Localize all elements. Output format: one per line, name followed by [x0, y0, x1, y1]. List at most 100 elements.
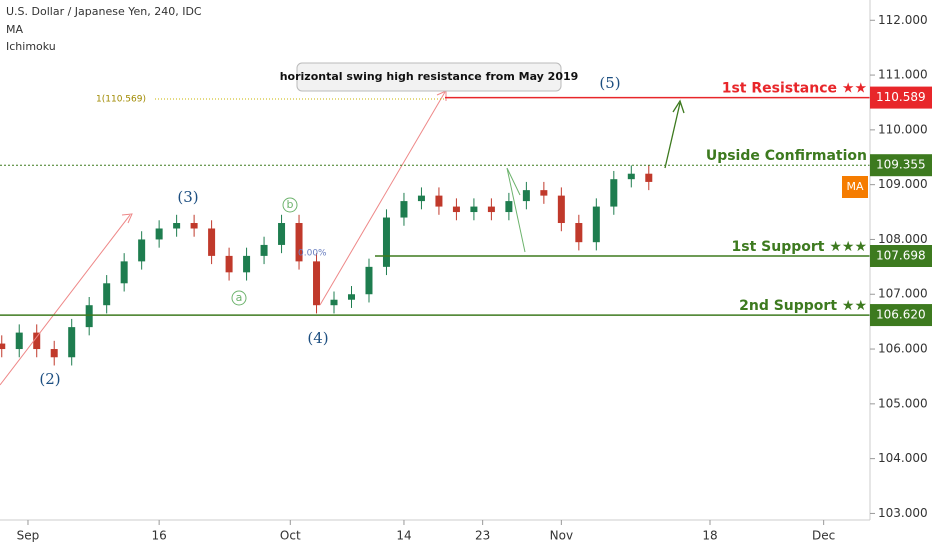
y-tick-label: 106.000	[878, 342, 928, 356]
candle-body	[557, 195, 565, 224]
candle-body	[278, 223, 286, 245]
candle-body	[330, 299, 338, 306]
wave-circle	[282, 197, 298, 213]
price-tag-label: 106.620	[876, 308, 926, 322]
candle-body	[15, 332, 23, 350]
y-tick-label: 107.000	[878, 287, 928, 301]
target-arrow	[664, 99, 685, 169]
candle-body	[173, 223, 181, 229]
ma-tag-label: MA	[846, 180, 863, 193]
price-tag	[870, 154, 932, 177]
x-tick-label: Nov	[550, 529, 573, 543]
candle	[575, 214, 583, 251]
candle	[138, 231, 146, 270]
candle	[470, 198, 478, 221]
y-tick-label: 109.000	[878, 177, 928, 191]
price-tag-label: 110.589	[876, 90, 926, 104]
candle	[190, 214, 198, 237]
candle-body	[627, 173, 635, 180]
candle	[103, 275, 111, 314]
candle-body	[645, 173, 653, 182]
candle	[610, 170, 618, 215]
level-name: Upside Confirmation	[706, 148, 867, 164]
candle	[522, 181, 530, 210]
grid-group	[0, 165, 653, 366]
candle-body	[120, 261, 128, 284]
candle-body	[452, 206, 460, 213]
y-tick-label: 111.000	[878, 68, 928, 82]
price-axis	[870, 0, 932, 550]
candle	[260, 236, 268, 265]
wave-label: b	[287, 198, 294, 211]
candle	[68, 318, 76, 366]
indicator: MA	[6, 23, 23, 36]
y-tick-label: 112.000	[878, 13, 928, 27]
price-tag-label: 109.355	[876, 158, 926, 172]
candle-body	[295, 223, 303, 262]
candle	[417, 187, 425, 210]
candle	[173, 214, 181, 237]
y-tick-label: 110.000	[878, 122, 928, 136]
wave-label: a	[236, 291, 243, 304]
trend-arrow	[319, 91, 446, 306]
candle-body	[33, 332, 41, 350]
candle	[33, 324, 41, 358]
x-tick-label: 18	[702, 529, 717, 543]
level-name: 1st Support ★★★	[732, 239, 867, 255]
candle-body	[347, 294, 355, 300]
price-tag	[870, 245, 932, 267]
y-tick-label: 104.000	[878, 451, 928, 465]
candle-body	[540, 190, 548, 196]
candle-body	[487, 206, 495, 213]
candle-body	[313, 261, 321, 306]
ma-tag	[842, 176, 868, 198]
chart-title: U.S. Dollar / Japanese Yen, 240, IDC	[6, 5, 202, 18]
note-box	[296, 62, 562, 92]
candle-body	[243, 255, 251, 273]
candle-body	[365, 266, 373, 295]
price-tag	[870, 86, 932, 109]
price-tag	[870, 304, 932, 327]
candle-body	[435, 195, 443, 207]
candle	[243, 247, 251, 281]
candle	[225, 247, 233, 281]
wave-label: (5)	[599, 74, 620, 92]
arrow-head	[121, 213, 133, 224]
x-tick-label: Oct	[280, 529, 301, 543]
fib-label: 1(110.569)	[96, 95, 146, 105]
candle	[155, 220, 163, 248]
candle-body	[103, 283, 111, 306]
candle-body	[417, 195, 425, 202]
level-name: 2nd Support ★★	[739, 298, 867, 314]
level-name: 1st Resistance ★★	[722, 81, 867, 97]
candle	[347, 286, 355, 308]
candle	[120, 253, 128, 292]
candle	[0, 335, 6, 358]
candle	[330, 291, 338, 314]
candle	[645, 165, 653, 191]
candle	[382, 209, 390, 276]
y-tick-label: 108.000	[878, 232, 928, 246]
candle	[295, 214, 303, 270]
indicator: Ichimoku	[6, 40, 56, 53]
candle-body	[522, 190, 530, 202]
candle-body	[470, 206, 478, 213]
wave-label: (2)	[39, 370, 60, 388]
candle	[540, 181, 548, 204]
wave-label: (3)	[177, 188, 198, 206]
candle	[400, 192, 408, 226]
candle	[505, 192, 513, 221]
candle-body	[85, 305, 93, 328]
trend-arrow	[0, 214, 131, 386]
candle-body	[610, 179, 618, 207]
candle-body	[190, 223, 198, 229]
candle	[452, 198, 460, 221]
x-tick-label: 16	[151, 529, 166, 543]
candle-body	[575, 223, 583, 243]
candle-body	[50, 349, 58, 358]
candle-body	[155, 228, 163, 240]
candle	[557, 187, 565, 232]
candle-body	[225, 255, 233, 273]
price-tag-label: 107.698	[876, 249, 926, 263]
